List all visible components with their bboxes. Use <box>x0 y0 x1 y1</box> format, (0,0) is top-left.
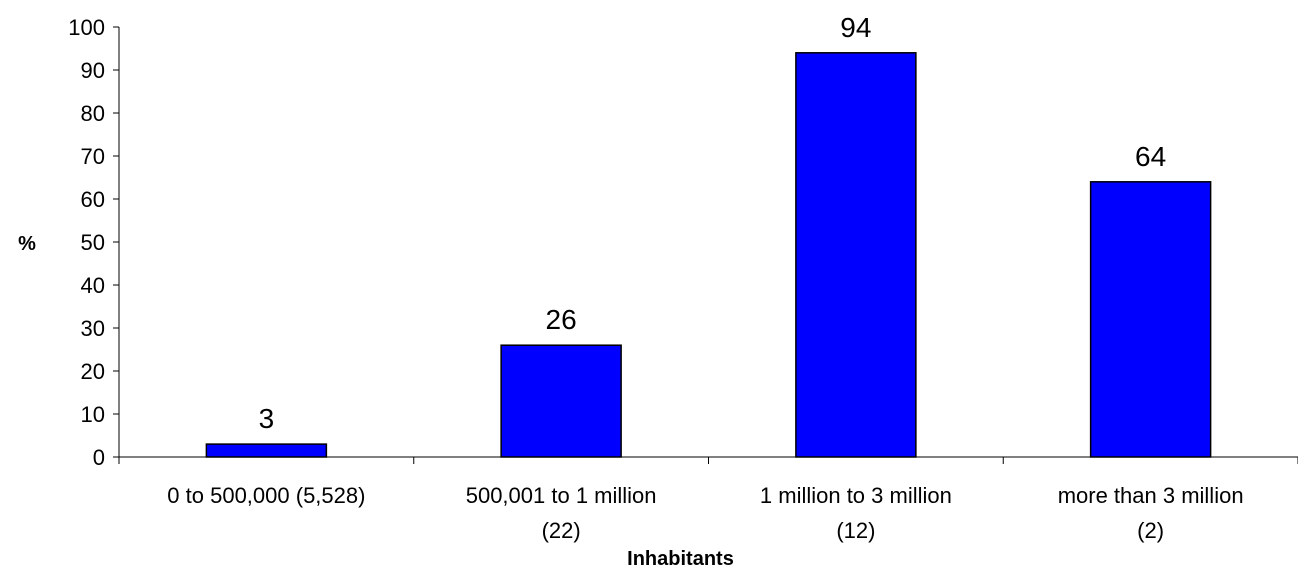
bar <box>500 344 622 458</box>
y-tick-label: 50 <box>81 230 105 255</box>
bar <box>1089 181 1212 458</box>
y-tick-label: 0 <box>93 445 105 470</box>
bar <box>205 443 328 458</box>
data-label: 64 <box>1135 141 1166 172</box>
bars-layer <box>205 52 1212 458</box>
y-tick-label: 60 <box>81 187 105 212</box>
x-ticks-layer: 0 to 500,000 (5,528) 500,001 to 1 million… <box>118 457 1298 543</box>
bar <box>795 52 917 458</box>
data-label: 3 <box>259 403 275 434</box>
x-category-label: (22) <box>542 518 581 543</box>
y-ticks-layer: 0 10 20 30 40 50 60 70 80 90 100 <box>68 15 119 470</box>
y-tick-label: 10 <box>81 402 105 427</box>
data-label: 26 <box>546 304 577 335</box>
y-tick-label: 80 <box>81 101 105 126</box>
y-tick-label: 20 <box>81 359 105 384</box>
y-tick-label: 40 <box>81 273 105 298</box>
y-axis-title: % <box>18 233 36 255</box>
data-label: 94 <box>840 12 871 43</box>
x-category-label: 1 million to 3 million <box>760 483 952 508</box>
y-tick-label: 30 <box>81 316 105 341</box>
x-category-label: more than 3 million <box>1058 483 1244 508</box>
y-tick-label: 100 <box>68 15 105 40</box>
y-tick-label: 70 <box>81 144 105 169</box>
x-category-label: (12) <box>836 518 875 543</box>
x-category-label: 0 to 500,000 (5,528) <box>167 483 365 508</box>
y-tick-label: 90 <box>81 58 105 83</box>
x-category-label: 500,001 to 1 million <box>466 483 657 508</box>
data-labels-layer: 3 26 94 64 <box>259 12 1167 434</box>
x-category-label: (2) <box>1137 518 1164 543</box>
x-axis-title: Inhabitants <box>627 548 734 570</box>
